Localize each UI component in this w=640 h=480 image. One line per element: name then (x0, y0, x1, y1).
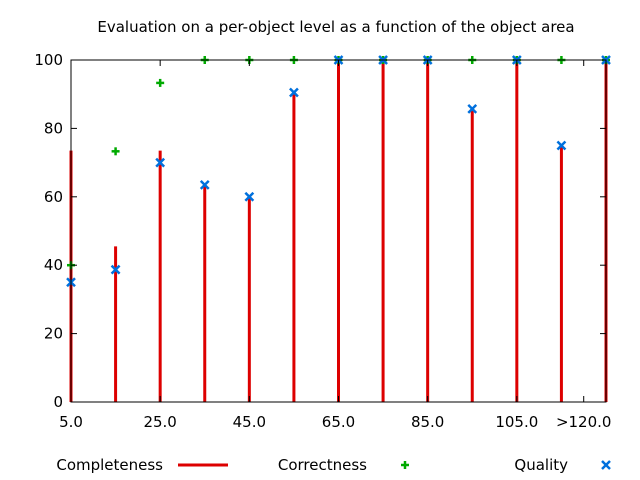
legend-swatch-quality (601, 460, 611, 470)
x-tick-label-6: >120.0 (556, 413, 612, 431)
x-tick-label-3: 65.0 (322, 413, 355, 431)
x-tick-label-5: 105.0 (495, 413, 538, 431)
legend-label-quality: Quality (514, 456, 568, 474)
y-tick-label-0: 0 (53, 393, 63, 411)
chart-axes: 0 20 40 60 80 100 5.0 25.0 45.0 65.0 85.0 105.0 >120… (34, 51, 611, 431)
chart-title: Evaluation on a per-object level as a fu… (97, 18, 574, 36)
quality-point-1 (110, 264, 121, 275)
series-quality (66, 55, 611, 288)
quality-point-4 (244, 191, 255, 202)
quality-point-9 (467, 104, 478, 114)
correctness-point-2 (156, 78, 165, 87)
chart-legend: Completeness Correctness Quality (56, 456, 611, 474)
y-tick-label-5: 100 (34, 51, 63, 69)
x-tick-label-2: 45.0 (233, 413, 266, 431)
quality-point-5 (289, 87, 299, 98)
y-tick-label-4: 80 (44, 119, 63, 137)
x-tick-label-4: 85.0 (411, 413, 444, 431)
legend-swatch-correctness (401, 461, 409, 469)
x-tick-label-1: 25.0 (143, 413, 176, 431)
chart-marks (66, 55, 611, 402)
legend-label-correctness: Correctness (278, 456, 367, 474)
quality-point-11 (556, 140, 567, 151)
series-completeness (69, 60, 608, 402)
correctness-point-1 (111, 147, 120, 156)
x-tick-label-0: 5.0 (59, 413, 83, 431)
y-tick-label-1: 20 (44, 325, 63, 343)
y-tick-label-3: 60 (44, 188, 63, 206)
y-tick-label-2: 40 (44, 256, 63, 274)
legend-label-completeness: Completeness (56, 456, 163, 474)
quality-point-3 (199, 179, 210, 190)
quality-point-2 (155, 157, 166, 168)
